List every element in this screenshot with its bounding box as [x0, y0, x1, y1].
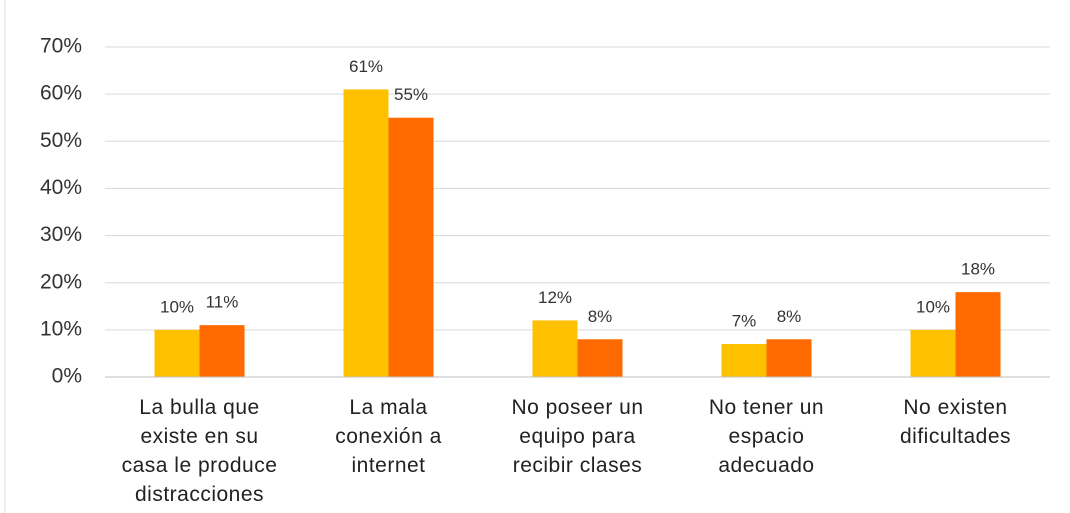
y-tick-label: 10% [40, 317, 82, 340]
y-tick-label: 70% [40, 35, 82, 58]
value-label: 61% [349, 57, 383, 76]
y-tick-label: 0% [52, 365, 82, 388]
bar [910, 329, 956, 377]
y-tick-label: 20% [40, 270, 82, 293]
value-label: 10% [160, 297, 194, 316]
x-tick-label: La bulla que existe en su casa le produc… [121, 396, 278, 506]
bar [577, 339, 623, 377]
value-label: 10% [916, 297, 950, 316]
bar [721, 344, 767, 377]
value-label: 18% [961, 260, 995, 279]
x-tick-label: No existen dificultades [899, 396, 1012, 448]
bar [388, 117, 434, 377]
bar [532, 320, 578, 377]
x-tick-label: No poseer un equipo para recibir clases [511, 396, 644, 477]
value-label: 11% [206, 293, 239, 312]
x-tick-label: La mala conexión a internet [335, 396, 442, 477]
bar [955, 292, 1001, 377]
bar [154, 329, 200, 377]
value-label: 55% [394, 85, 428, 104]
value-label: 12% [538, 288, 572, 307]
y-tick-label: 30% [40, 223, 82, 246]
y-tick-label: 50% [40, 129, 82, 152]
bar [343, 89, 389, 377]
value-label: 7% [732, 311, 757, 330]
bar [199, 325, 245, 377]
value-label: 8% [588, 307, 613, 326]
bar [766, 339, 812, 377]
y-tick-label: 60% [40, 82, 82, 105]
x-tick-label: No tener un espacio adecuado [708, 396, 825, 477]
y-tick-label: 40% [40, 176, 82, 199]
value-label: 8% [777, 307, 802, 326]
